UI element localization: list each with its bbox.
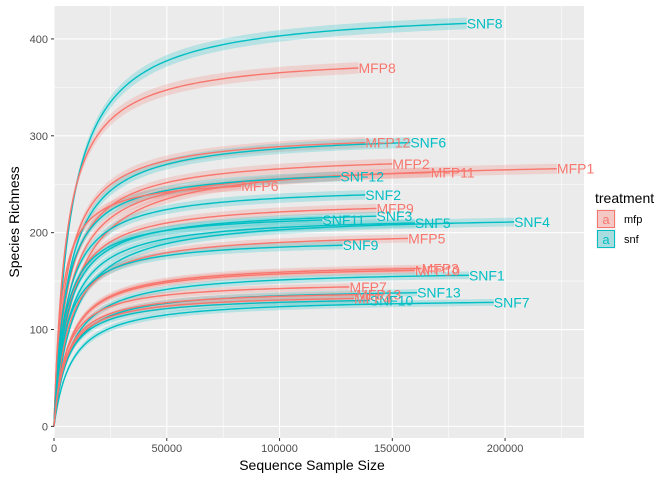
curve-mfp4 — [53, 297, 354, 427]
legend-label-mfp: mfp — [624, 214, 642, 226]
curve-snf9 — [53, 244, 343, 427]
curve-mfp8 — [53, 67, 359, 427]
series-label-snf4: SNF4 — [514, 214, 550, 230]
y-tick-label: 300 — [30, 131, 48, 143]
series-label-snf1: SNF1 — [469, 267, 505, 283]
series-label-snf5: SNF5 — [415, 215, 451, 231]
series-label-snf13: SNF13 — [417, 285, 461, 301]
series-label-mfp10: MFP10 — [415, 262, 460, 278]
x-axis: 0 50000 100000 150000 200000 — [51, 438, 523, 455]
curve-snf7 — [53, 301, 494, 427]
legend-key-swatch — [597, 210, 615, 228]
series-label-mfp6: MFP6 — [241, 178, 279, 194]
series-label-mfp3: MFP3 — [422, 260, 460, 276]
curve-mfp13 — [53, 293, 357, 427]
series-label-mfp5: MFP5 — [408, 230, 446, 246]
curve-snf5 — [53, 222, 415, 427]
series-label-mfp4: MFP4 — [354, 291, 392, 307]
series-label-snf10: SNF10 — [370, 292, 414, 308]
curve-mfp7 — [53, 286, 350, 427]
y-tick-label: 200 — [30, 228, 48, 240]
curve-mfp2 — [53, 163, 393, 427]
legend-label-snf: snf — [624, 234, 640, 246]
curve-snf1 — [53, 274, 469, 427]
legend-key-glyph: a — [602, 232, 610, 247]
curve-snf4 — [53, 221, 515, 427]
curve-snf10 — [53, 299, 370, 427]
x-tick-label: 0 — [51, 443, 57, 455]
series-label-mfp2: MFP2 — [392, 156, 430, 172]
legend-entry-mfp: a mfp — [596, 209, 642, 229]
x-tick-label: 100000 — [261, 443, 298, 455]
y-axis: 0 100 200 300 400 — [30, 34, 54, 433]
x-axis-title: Sequence Sample Size — [239, 457, 385, 473]
series-label-mfp13: MFP13 — [356, 287, 401, 303]
curve-mfp10 — [53, 269, 415, 427]
series-label-snf8: SNF8 — [467, 15, 503, 31]
y-tick-label: 400 — [30, 34, 48, 46]
curve-snf6 — [53, 141, 411, 427]
legend-key-glyph: a — [602, 212, 610, 227]
legend-entry-snf: a snf — [596, 229, 640, 249]
x-tick-label: 150000 — [374, 443, 411, 455]
curve-mfp6 — [53, 185, 242, 427]
y-tick-label: 100 — [30, 325, 48, 337]
series-label-mfp12: MFP12 — [365, 135, 410, 151]
grid-minor — [54, 6, 584, 438]
series-label-snf12: SNF12 — [340, 168, 384, 184]
series-label-snf3: SNF3 — [377, 208, 413, 224]
y-tick-label: 0 — [42, 421, 48, 433]
legend: treatment a mfp a snf — [595, 190, 654, 249]
y-axis-title: Species Richness — [6, 166, 22, 277]
series-label-snf9: SNF9 — [343, 237, 379, 253]
rarefaction-curves — [53, 22, 557, 427]
x-tick-label: 50000 — [151, 443, 182, 455]
legend-title: treatment — [595, 190, 654, 206]
series-label-mfp11: MFP11 — [431, 165, 475, 181]
series-label-snf2: SNF2 — [365, 187, 401, 203]
series-label-mfp9: MFP9 — [377, 200, 415, 216]
series-label-snf11: SNF11 — [322, 212, 365, 228]
curve-mfp9 — [53, 207, 377, 427]
series-label-mfp8: MFP8 — [358, 60, 396, 76]
curve-snf11 — [53, 219, 323, 427]
curve-snf2 — [53, 194, 366, 427]
series-label-mfp1: MFP1 — [557, 161, 595, 177]
x-tick-label: 200000 — [487, 443, 524, 455]
series-labels: SNF8 MFP8 MFP12 SNF6 MFP2 MFP1 MFP11 SNF12 MFP6 S… — [241, 15, 594, 310]
series-label-snf7: SNF7 — [494, 294, 530, 310]
curve-mfp5 — [53, 237, 409, 427]
series-label-snf6: SNF6 — [410, 135, 446, 151]
series-label-mfp7: MFP7 — [349, 279, 387, 295]
curve-mfp12 — [53, 141, 366, 427]
legend-key-swatch — [597, 230, 615, 248]
